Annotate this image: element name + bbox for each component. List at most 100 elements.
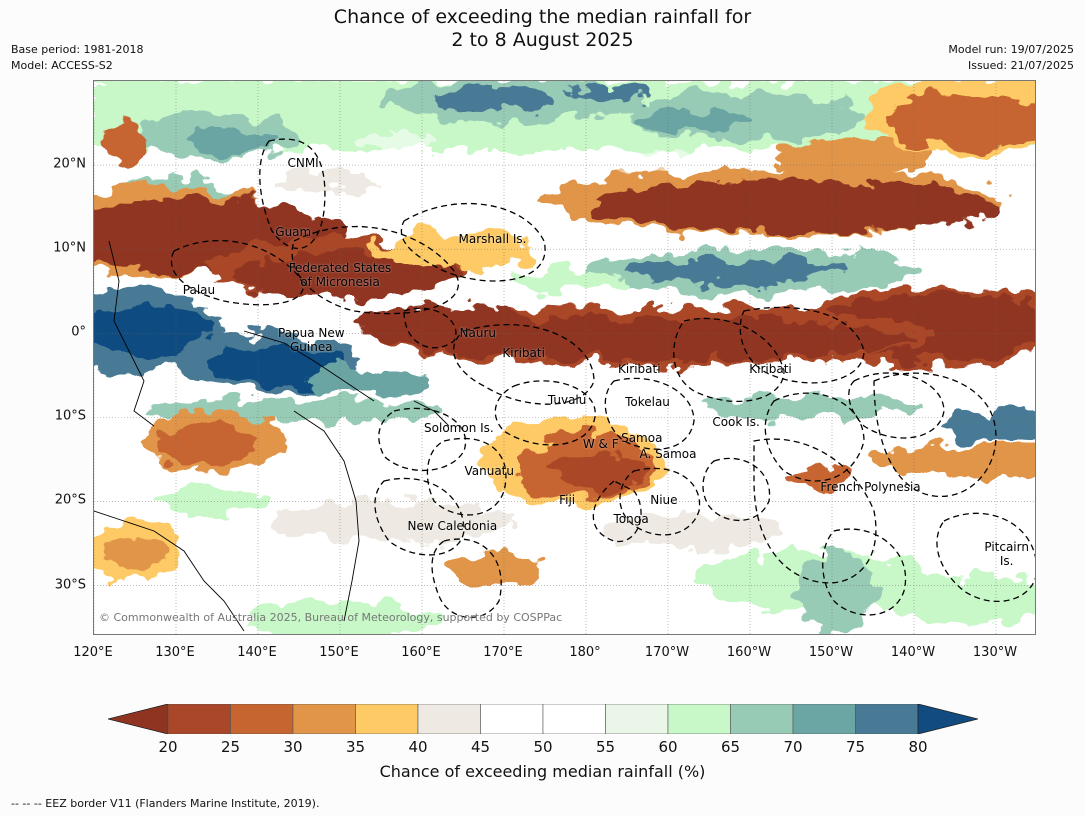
colorbar-tick-label: 75 bbox=[845, 738, 866, 756]
longitude-tick-label: 120°E bbox=[73, 645, 113, 660]
longitude-tick-label: 160°W bbox=[726, 645, 772, 660]
colorbar-high-extend bbox=[917, 704, 978, 734]
rainfall-field bbox=[94, 81, 1035, 634]
region-label: Fiji bbox=[559, 493, 575, 507]
region-label-line: New Caledonia bbox=[407, 518, 498, 533]
region-label: CNMI bbox=[287, 156, 318, 170]
region-label-line: Tokelau bbox=[625, 395, 670, 410]
title-line-1: Chance of exceeding the median rainfall … bbox=[333, 6, 752, 28]
meta-left: Base period: 1981-2018 Model: ACCESS-S2 bbox=[11, 42, 143, 74]
rainfall-map: CNMI Guam Marshall Is. Federated States of M… bbox=[93, 80, 1036, 635]
region-label-line: CNMI bbox=[287, 156, 319, 171]
colorbar-tick-label: 60 bbox=[658, 738, 678, 756]
colorbar-tick-label: 40 bbox=[408, 738, 428, 756]
region-label: Kiribati bbox=[502, 346, 544, 360]
colorbar-segment bbox=[792, 704, 856, 734]
colorbar-segment bbox=[605, 704, 669, 734]
region-label-line: Pitcairn bbox=[984, 539, 1029, 554]
region-label-line: Cook Is. bbox=[712, 415, 760, 430]
region-label-line: Solomon Is. bbox=[424, 421, 494, 436]
region-label-layer: CNMI Guam Marshall Is. Federated States of M… bbox=[94, 81, 1035, 634]
copyright-notice: © Commonwealth of Australia 2025, Bureau… bbox=[99, 611, 563, 624]
longitude-tick-label: 130°E bbox=[155, 645, 195, 660]
longitude-tick-label: 150°W bbox=[808, 645, 854, 660]
colorbar bbox=[108, 704, 978, 734]
region-label-line: Marshall Is. bbox=[458, 232, 527, 247]
region-label: Papua New Guinea bbox=[278, 326, 345, 354]
latitude-tick-label: 20°S bbox=[54, 492, 86, 508]
graticule bbox=[94, 81, 1035, 634]
longitude-tick-label: 170°W bbox=[644, 645, 690, 660]
region-label: Niue bbox=[650, 493, 677, 507]
longitude-tick-label: 130°W bbox=[972, 645, 1018, 660]
longitude-tick-label: 160°E bbox=[401, 645, 441, 660]
rainfall-detail bbox=[354, 131, 954, 513]
colorbar-segment bbox=[417, 704, 481, 734]
region-label-line: Fiji bbox=[559, 492, 576, 507]
base-period: Base period: 1981-2018 bbox=[11, 43, 144, 56]
latitude-tick-label: 20°N bbox=[53, 156, 86, 172]
longitude-tick-label: 140°W bbox=[890, 645, 936, 660]
region-label-line: Tuvalu bbox=[547, 392, 587, 407]
latitude-tick-label: 0° bbox=[71, 324, 86, 340]
colorbar-tick-label: 80 bbox=[908, 738, 928, 756]
region-label: Tokelau bbox=[625, 395, 670, 409]
region-label: French Polynesia bbox=[820, 480, 920, 494]
colorbar-tick-label: 70 bbox=[783, 738, 803, 756]
region-label-line: A. Samoa bbox=[639, 447, 697, 462]
region-label: New Caledonia bbox=[407, 519, 497, 533]
longitude-tick-label: 180° bbox=[569, 645, 601, 660]
colorbar-segment bbox=[855, 704, 919, 734]
region-label-line: Kiribati bbox=[618, 361, 661, 376]
longitude-tick-label: 170°E bbox=[483, 645, 523, 660]
chart-title: Chance of exceeding the median rainfall … bbox=[0, 6, 1085, 52]
footnote: -- -- -- EEZ border V11 (Flanders Marine… bbox=[11, 797, 320, 810]
region-label: Tonga bbox=[613, 512, 648, 526]
title-line-2: 2 to 8 August 2025 bbox=[451, 29, 634, 51]
region-label-line: W & F bbox=[582, 437, 619, 452]
colorbar-tick-label: 30 bbox=[283, 738, 303, 756]
colorbar-tick-label: 35 bbox=[345, 738, 366, 756]
colorbar-segment bbox=[355, 704, 419, 734]
region-label: Samoa bbox=[621, 431, 662, 445]
model-name: Model: ACCESS-S2 bbox=[11, 59, 113, 72]
meta-right: Model run: 19/07/2025 Issued: 21/07/2025 bbox=[948, 42, 1074, 74]
region-label: A. Samoa bbox=[640, 447, 697, 461]
region-label-line: Niue bbox=[650, 492, 678, 507]
colorbar-segment bbox=[542, 704, 606, 734]
region-label-line: Guinea bbox=[290, 340, 333, 354]
colorbar-tick-label: 25 bbox=[220, 738, 241, 756]
region-label: Palau bbox=[183, 283, 215, 297]
region-label: Kiribati bbox=[749, 362, 791, 376]
region-label: Federated States of Micronesia bbox=[289, 261, 391, 289]
region-label-line: Samoa bbox=[621, 431, 663, 446]
region-label-line: Federated States bbox=[288, 261, 392, 276]
region-label: Cook Is. bbox=[712, 415, 759, 429]
colorbar-segment bbox=[667, 704, 731, 734]
longitude-tick-label: 150°E bbox=[319, 645, 359, 660]
region-label: Nauru bbox=[460, 326, 496, 340]
region-label-line: of Micronesia bbox=[300, 275, 380, 290]
latitude-tick-label: 30°S bbox=[54, 577, 86, 593]
region-label-line: Vanuatu bbox=[464, 464, 514, 479]
colorbar-low-extend bbox=[108, 704, 169, 734]
map-canvas bbox=[94, 81, 1035, 634]
colorbar-tick-label: 45 bbox=[470, 738, 491, 756]
region-label: Marshall Is. bbox=[459, 232, 527, 246]
colorbar-segment bbox=[480, 704, 544, 734]
colorbar-segment bbox=[730, 704, 794, 734]
region-label-line: Nauru bbox=[459, 326, 496, 341]
eez-borders bbox=[170, 138, 1035, 618]
latitude-tick-label: 10°N bbox=[53, 240, 86, 256]
latitude-tick-label: 10°S bbox=[54, 408, 86, 424]
region-label: W & F bbox=[583, 437, 619, 451]
colorbar-tick-label: 20 bbox=[158, 738, 178, 756]
region-label-line: Tonga bbox=[613, 512, 649, 527]
colorbar-segment bbox=[292, 704, 356, 734]
coastlines bbox=[94, 240, 450, 632]
region-label-line: French Polynesia bbox=[820, 480, 921, 495]
region-label: Vanuatu bbox=[464, 464, 514, 478]
region-label-line: Papua New bbox=[277, 326, 345, 340]
colorbar-segment bbox=[167, 704, 231, 734]
issued-date: Issued: 21/07/2025 bbox=[967, 59, 1074, 72]
